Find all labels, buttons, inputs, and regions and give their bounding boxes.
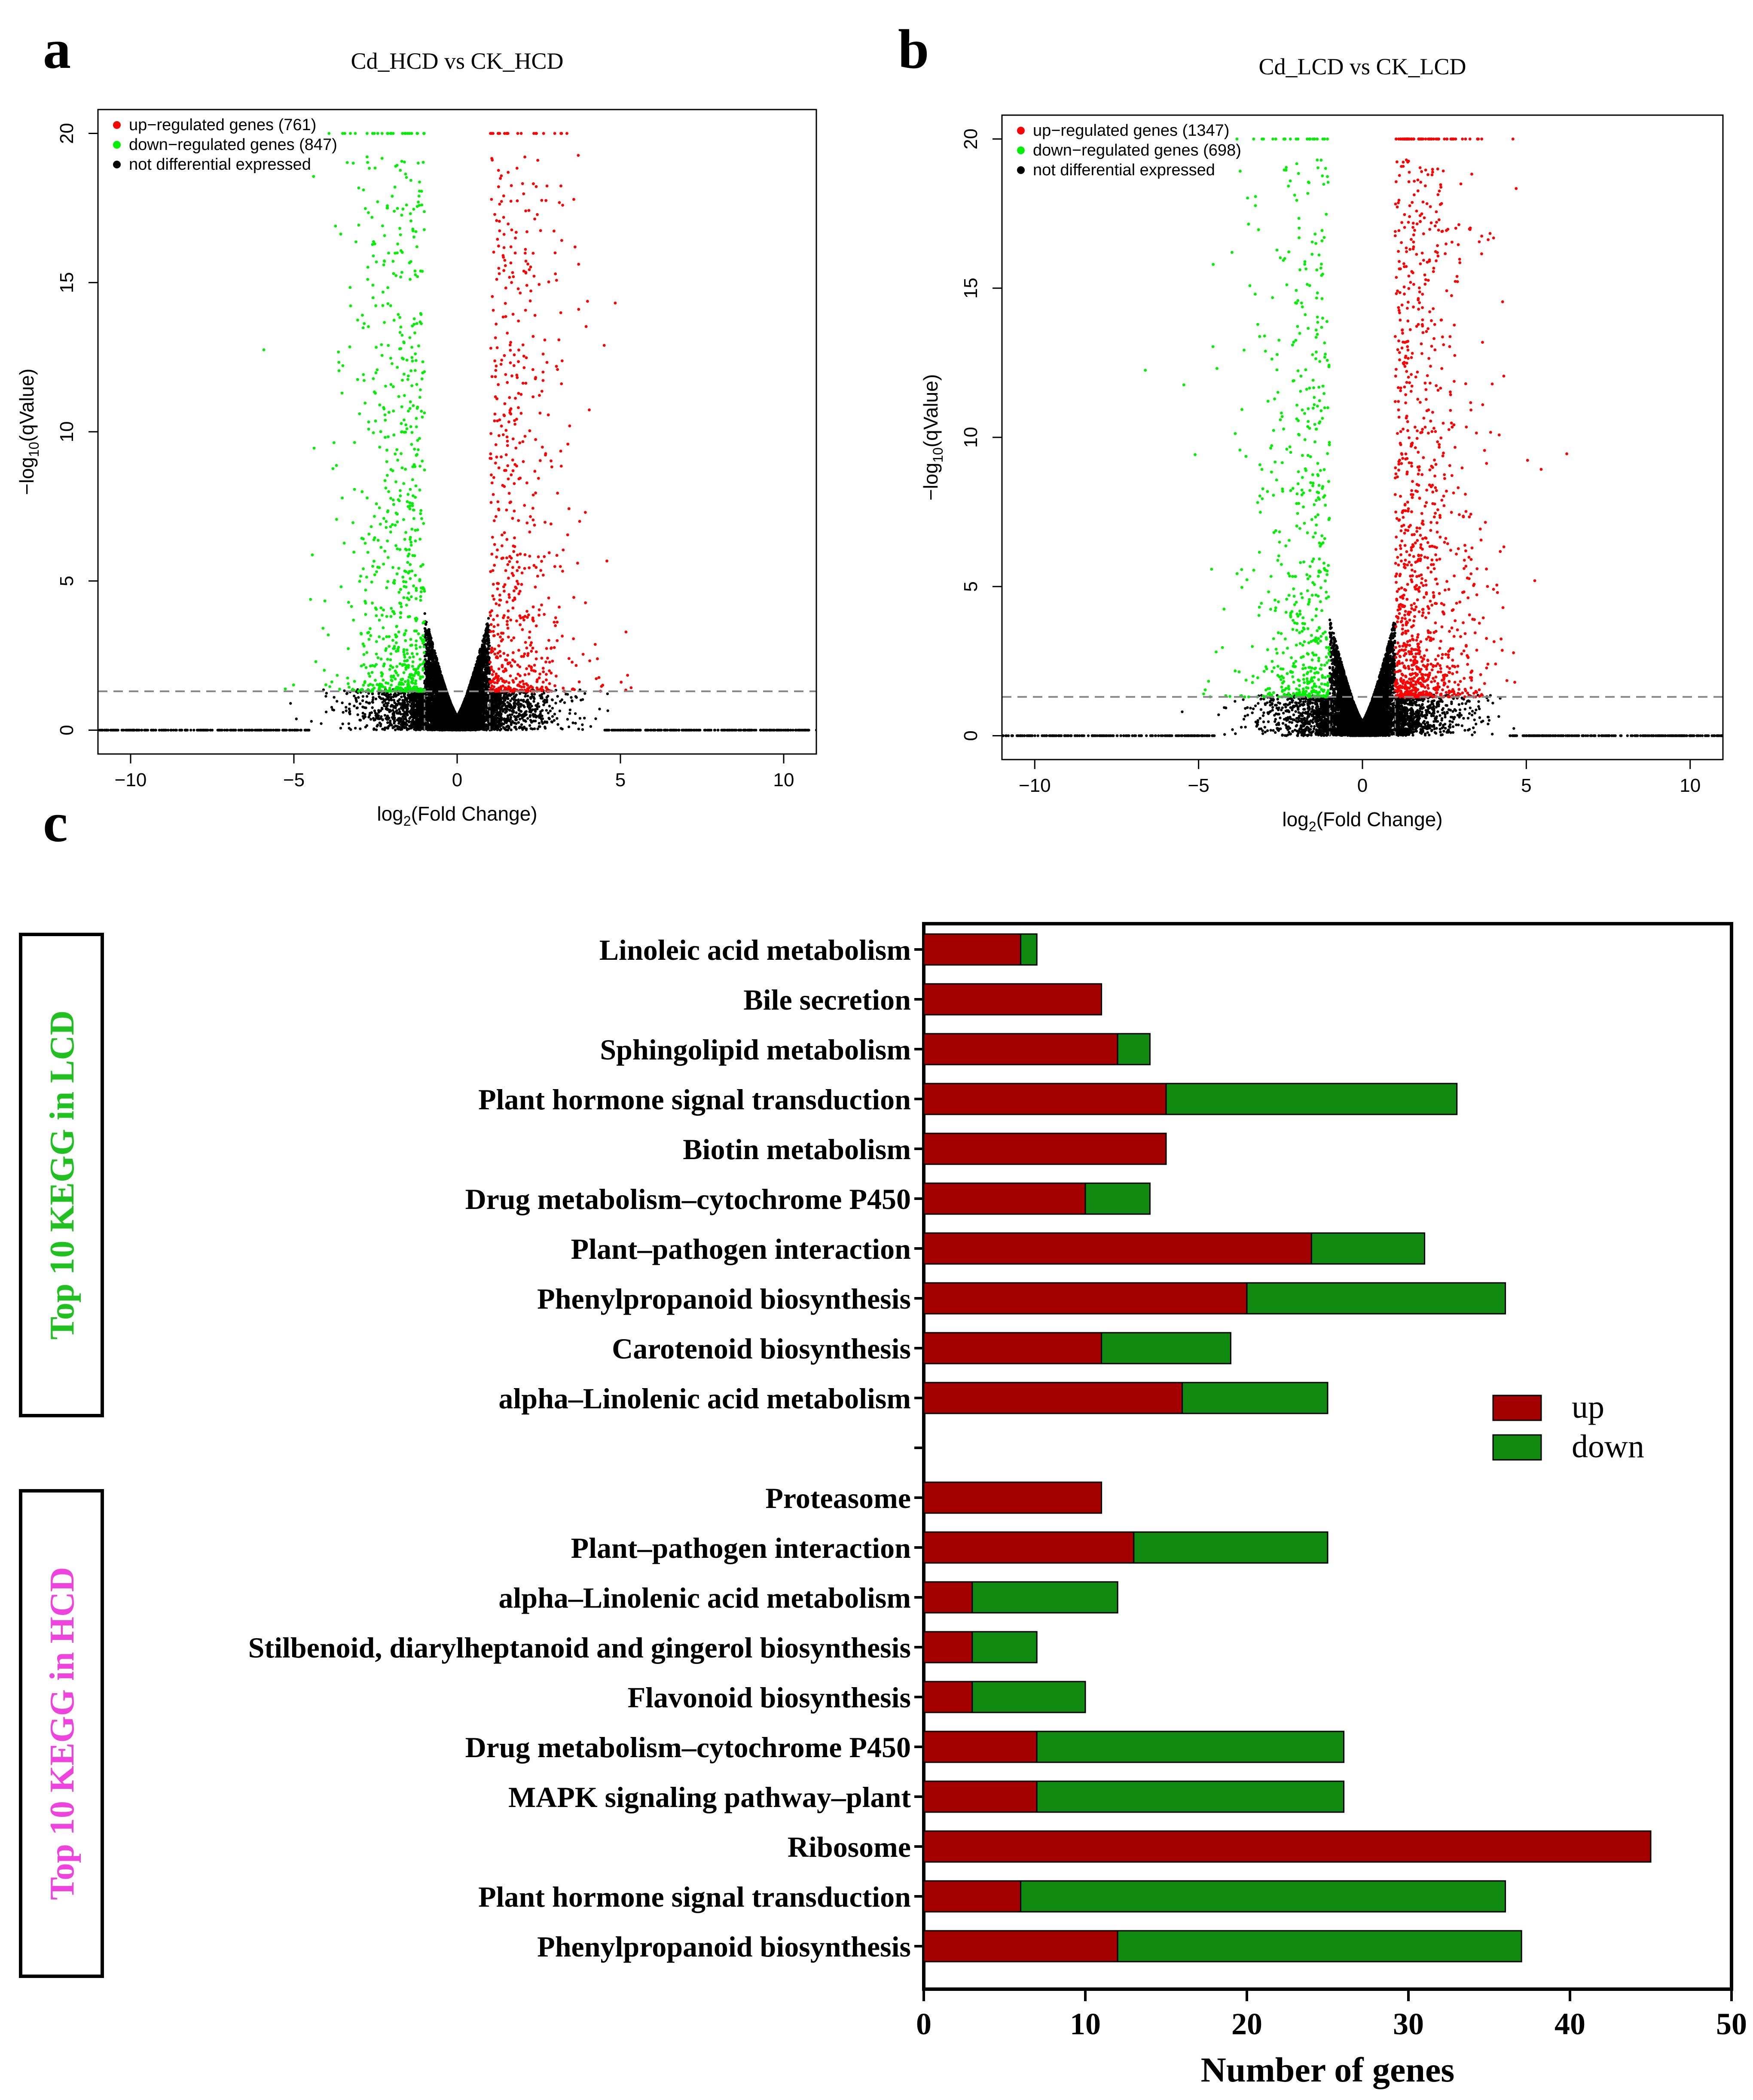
volcano-plot-a: Cd_HCD vs CK_HCD−10 −5 0 5 1005101520log2(Fo… [15,48,817,829]
volcano-a-points [98,132,816,732]
volcano-a-title: Cd_HCD vs CK_HCD [351,48,563,74]
volcano-a-ns-point [423,627,427,630]
volcano-a-ns-point [424,658,427,661]
volcano-a-ns-point [483,636,486,639]
volcano-a-ns-point [425,631,428,634]
panel-b-letter: b [898,17,929,82]
volcano-a-ns-point [423,612,426,615]
panel-c-letter: c [43,791,68,855]
panel-a-letter: a [43,17,71,82]
